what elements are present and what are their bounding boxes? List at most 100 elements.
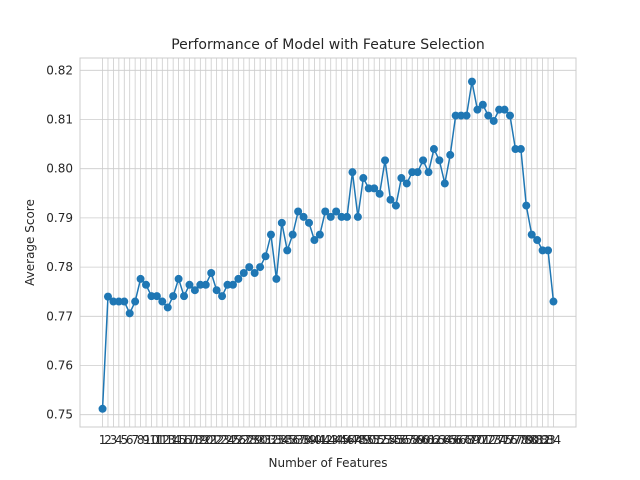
tick-layer: 1234567891011121314151617181920212223242… — [46, 63, 561, 447]
x-tick-label: 35 — [280, 433, 295, 447]
x-tick-label: 17 — [182, 433, 197, 447]
x-tick-label: 39 — [301, 433, 316, 447]
x-tick-label: 61 — [421, 433, 436, 447]
x-tick-label: 73 — [486, 433, 501, 447]
data-point — [218, 292, 227, 301]
data-point — [261, 252, 270, 261]
data-point — [359, 174, 368, 183]
x-tick-label: 20 — [198, 433, 213, 447]
data-point — [142, 280, 151, 289]
data-point — [462, 111, 471, 120]
data-point — [228, 280, 237, 289]
x-tick-label: 71 — [475, 433, 490, 447]
data-point — [429, 145, 438, 154]
x-tick-label: 12 — [155, 433, 170, 447]
data-point — [152, 292, 161, 301]
data-point — [343, 212, 352, 221]
data-point — [473, 105, 482, 114]
y-axis-label: Average Score — [23, 199, 37, 286]
y-tick-label: 0.78 — [46, 260, 73, 274]
data-point — [353, 212, 362, 221]
x-tick-label: 22 — [209, 433, 224, 447]
y-tick-label: 0.76 — [46, 359, 73, 373]
grid-layer — [80, 58, 576, 427]
data-point — [484, 111, 493, 120]
x-tick-label: 29 — [247, 433, 262, 447]
x-tick-label: 2 — [104, 433, 112, 447]
data-point — [304, 218, 313, 227]
x-tick-label: 32 — [263, 433, 278, 447]
data-point — [201, 280, 210, 289]
x-tick-label: 58 — [405, 433, 420, 447]
x-tick-label: 5 — [120, 433, 128, 447]
data-point — [522, 201, 531, 210]
y-tick-label: 0.77 — [46, 309, 73, 323]
x-tick-label: 43 — [323, 433, 338, 447]
data-point — [440, 179, 449, 188]
data-point — [207, 269, 216, 278]
x-tick-label: 1 — [99, 433, 107, 447]
data-point — [527, 230, 536, 239]
data-point — [516, 145, 525, 154]
data-point — [549, 297, 558, 306]
data-point — [533, 236, 542, 245]
y-tick-label: 0.82 — [46, 63, 73, 77]
data-point — [174, 274, 183, 283]
x-tick-label: 46 — [339, 433, 354, 447]
data-point — [288, 230, 297, 239]
x-axis-label: Number of Features — [269, 456, 388, 470]
data-point — [163, 303, 172, 312]
data-point — [169, 292, 178, 301]
x-tick-label: 45 — [334, 433, 349, 447]
x-tick-label: 9 — [142, 433, 150, 447]
x-tick-label: 63 — [432, 433, 447, 447]
x-tick-label: 67 — [453, 433, 468, 447]
data-point — [435, 156, 444, 165]
x-tick-label: 69 — [464, 433, 479, 447]
x-tick-label: 51 — [367, 433, 382, 447]
data-point — [190, 286, 199, 295]
x-tick-label: 36 — [285, 433, 300, 447]
data-point — [446, 150, 455, 159]
x-tick-label: 50 — [361, 433, 376, 447]
x-tick-label: 11 — [149, 433, 164, 447]
x-tick-label: 16 — [176, 433, 191, 447]
x-tick-label: 62 — [426, 433, 441, 447]
data-point — [136, 274, 145, 283]
x-tick-label: 74 — [491, 433, 506, 447]
x-tick-label: 21 — [204, 433, 219, 447]
x-tick-label: 84 — [546, 433, 561, 447]
x-tick-label: 72 — [481, 433, 496, 447]
x-tick-label: 14 — [166, 433, 181, 447]
data-point — [212, 286, 221, 295]
data-point — [310, 236, 319, 245]
x-tick-label: 19 — [193, 433, 208, 447]
data-point — [185, 280, 194, 289]
x-tick-label: 64 — [437, 433, 452, 447]
x-tick-label: 59 — [410, 433, 425, 447]
data-point — [391, 201, 400, 210]
x-tick-label: 4 — [115, 433, 123, 447]
data-point — [315, 230, 324, 239]
data-point — [348, 168, 357, 177]
data-point — [299, 212, 308, 221]
x-tick-label: 68 — [459, 433, 474, 447]
data-point — [294, 207, 303, 216]
data-point — [98, 404, 107, 413]
x-tick-label: 38 — [296, 433, 311, 447]
x-tick-label: 56 — [394, 433, 409, 447]
x-tick-label: 53 — [377, 433, 392, 447]
data-point — [424, 168, 433, 177]
data-point — [397, 174, 406, 183]
x-tick-label: 18 — [187, 433, 202, 447]
data-point — [245, 263, 254, 272]
x-tick-label: 27 — [236, 433, 251, 447]
data-point — [321, 207, 330, 216]
x-tick-label: 83 — [540, 433, 555, 447]
data-point — [158, 297, 167, 306]
x-tick-label: 13 — [160, 433, 175, 447]
data-point — [180, 292, 189, 301]
y-tick-label: 0.81 — [46, 113, 73, 127]
x-tick-label: 30 — [252, 433, 267, 447]
